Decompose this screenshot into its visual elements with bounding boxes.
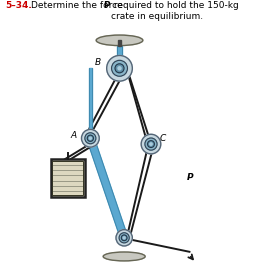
Circle shape — [107, 55, 132, 81]
Ellipse shape — [103, 252, 145, 261]
Circle shape — [145, 138, 157, 150]
Text: C: C — [159, 134, 165, 143]
Text: required to hold the 150-kg
crate in equilibrium.: required to hold the 150-kg crate in equ… — [111, 1, 238, 21]
Circle shape — [112, 60, 127, 76]
Circle shape — [115, 64, 124, 73]
Circle shape — [123, 237, 125, 239]
Text: P: P — [103, 1, 109, 10]
Bar — [88, 68, 92, 138]
Text: P: P — [187, 173, 194, 183]
Circle shape — [119, 233, 129, 243]
Circle shape — [81, 129, 99, 147]
Text: 5–34.: 5–34. — [5, 1, 32, 10]
Text: A: A — [70, 131, 76, 140]
Bar — [118, 40, 121, 46]
Circle shape — [116, 230, 132, 246]
Circle shape — [150, 143, 152, 145]
Ellipse shape — [96, 35, 143, 46]
Circle shape — [89, 137, 91, 139]
Circle shape — [121, 235, 127, 241]
Bar — [51, 159, 85, 196]
Text: Determine the force: Determine the force — [31, 1, 125, 10]
Circle shape — [118, 67, 121, 70]
Polygon shape — [87, 137, 128, 239]
Bar — [52, 161, 83, 195]
Circle shape — [85, 133, 96, 144]
Bar — [117, 46, 122, 68]
Circle shape — [141, 134, 161, 154]
Circle shape — [148, 141, 154, 147]
Circle shape — [87, 135, 93, 141]
Text: B: B — [95, 58, 101, 68]
